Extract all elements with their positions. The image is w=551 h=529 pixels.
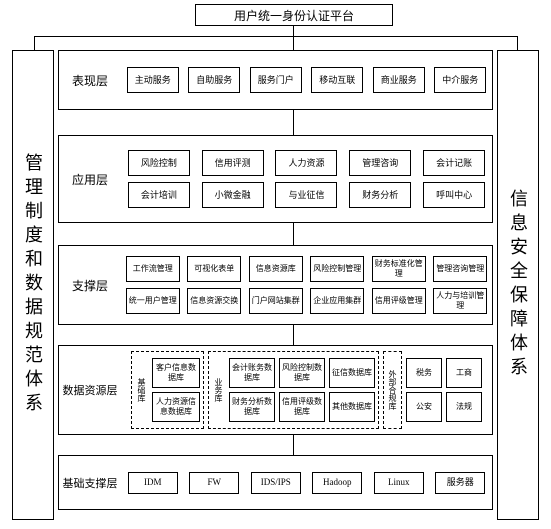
infra-row: IDM FW IDS/IPS Hadoop Linux 服务器 — [125, 472, 488, 494]
data-cell: 信用评级数据库 — [279, 392, 325, 422]
application-cell: 会计培训 — [128, 182, 190, 208]
data-cell: 会计账务数据库 — [229, 358, 275, 388]
layer-application-label: 应用层 — [59, 136, 121, 222]
data-cell: 其他数据库 — [329, 392, 375, 422]
conn-l4-l5 — [293, 435, 294, 455]
support-cell: 工作流管理 — [126, 256, 180, 282]
support-cell: 统一用户管理 — [126, 288, 180, 314]
application-row2: 会计培训 小微金融 与业征信 财务分析 呼叫中心 — [125, 182, 488, 208]
top-title: 用户统一身份认证平台 — [195, 4, 393, 26]
presentation-cell: 自助服务 — [188, 67, 240, 93]
presentation-cell: 商业服务 — [373, 67, 425, 93]
top-title-text: 用户统一身份认证平台 — [234, 7, 354, 24]
application-row1: 风险控制 信用评测 人力资源 管理咨询 会计记账 — [125, 150, 488, 176]
support-cell: 门户网站集群 — [249, 288, 303, 314]
left-pillar: 管理制度和数据规范体系 — [12, 50, 54, 520]
application-cell: 与业征信 — [275, 182, 337, 208]
layer-presentation-body: 主动服务 自助服务 服务门户 移动互联 商业服务 中介服务 — [121, 51, 492, 109]
layer-presentation: 表现层 主动服务 自助服务 服务门户 移动互联 商业服务 中介服务 — [58, 50, 493, 110]
right-pillar-text: 信息安全保障体系 — [505, 189, 531, 381]
support-cell: 信用评级管理 — [372, 288, 426, 314]
left-pillar-text: 管理制度和数据规范体系 — [20, 153, 46, 417]
layer-data-body: 基础库 客户信息数据库 人力资源信息数据库 业务库 会计账务数据库 财务分析数据… — [121, 346, 492, 434]
data-group-biz-label: 业务库 — [212, 355, 225, 425]
support-cell: 人力与培训管理 — [433, 288, 487, 314]
conn-top-v — [293, 26, 294, 36]
data-cell: 公安 — [406, 392, 442, 422]
data-cell: 工商 — [446, 358, 482, 388]
data-cell: 征信数据库 — [329, 358, 375, 388]
support-cell: 可视化表单 — [187, 256, 241, 282]
presentation-cell: 主动服务 — [127, 67, 179, 93]
data-cell: 客户信息数据库 — [152, 358, 200, 388]
layer-support-body: 工作流管理 可视化表单 信息资源库 风险控制管理 财务标准化管理 管理咨询管理 … — [121, 246, 492, 324]
presentation-cell: 服务门户 — [250, 67, 302, 93]
infra-cell: 服务器 — [435, 472, 485, 494]
data-group-biz: 业务库 会计账务数据库 财务分析数据库 风险控制数据库 信用评级数据库 征信数据… — [208, 351, 379, 429]
data-cell: 法规 — [446, 392, 482, 422]
support-row2: 统一用户管理 信息资源交换 门户网站集群 企业应用集群 信用评级管理 人力与培训… — [125, 288, 488, 314]
conn-top-left — [34, 36, 35, 50]
infra-cell: IDM — [128, 472, 178, 494]
data-group-base-col: 客户信息数据库 人力资源信息数据库 — [152, 355, 200, 425]
data-group-ext: 外部合规库 — [383, 351, 402, 429]
layer-infra-label: 基础支撑层 — [59, 456, 121, 509]
layer-data-label: 数据资源层 — [59, 346, 121, 434]
layer-data: 数据资源层 基础库 客户信息数据库 人力资源信息数据库 业务库 会计账务数据库 … — [58, 345, 493, 435]
layer-support: 支撑层 工作流管理 可视化表单 信息资源库 风险控制管理 财务标准化管理 管理咨… — [58, 245, 493, 325]
layer-presentation-label: 表现层 — [59, 51, 121, 109]
data-ext-col1: 税务 公安 — [406, 351, 442, 429]
application-cell: 信用评测 — [202, 150, 264, 176]
data-cell: 风险控制数据库 — [279, 358, 325, 388]
layer-application: 应用层 风险控制 信用评测 人力资源 管理咨询 会计记账 会计培训 小微金融 与… — [58, 135, 493, 223]
data-group-biz-col2: 风险控制数据库 信用评级数据库 — [279, 355, 325, 425]
data-cell: 财务分析数据库 — [229, 392, 275, 422]
application-cell: 会计记账 — [423, 150, 485, 176]
data-group-base-label: 基础库 — [135, 355, 148, 425]
data-group-base: 基础库 客户信息数据库 人力资源信息数据库 — [131, 351, 204, 429]
support-cell: 企业应用集群 — [310, 288, 364, 314]
support-cell: 信息资源交换 — [187, 288, 241, 314]
conn-top-h — [34, 36, 518, 37]
infra-cell: IDS/IPS — [251, 472, 301, 494]
layer-application-body: 风险控制 信用评测 人力资源 管理咨询 会计记账 会计培训 小微金融 与业征信 … — [121, 136, 492, 222]
infra-cell: FW — [189, 472, 239, 494]
center-stack: 表现层 主动服务 自助服务 服务门户 移动互联 商业服务 中介服务 应用层 风险… — [58, 40, 493, 520]
conn-l3-l4 — [293, 325, 294, 345]
layer-infra: 基础支撑层 IDM FW IDS/IPS Hadoop Linux 服务器 — [58, 455, 493, 510]
support-cell: 财务标准化管理 — [372, 256, 426, 282]
data-group-biz-col1: 会计账务数据库 财务分析数据库 — [229, 355, 275, 425]
support-cell: 管理咨询管理 — [433, 256, 487, 282]
application-cell: 小微金融 — [202, 182, 264, 208]
support-row1: 工作流管理 可视化表单 信息资源库 风险控制管理 财务标准化管理 管理咨询管理 — [125, 256, 488, 282]
application-cell: 管理咨询 — [349, 150, 411, 176]
presentation-row: 主动服务 自助服务 服务门户 移动互联 商业服务 中介服务 — [125, 67, 488, 93]
data-cell: 人力资源信息数据库 — [152, 392, 200, 422]
data-group-biz-col3: 征信数据库 其他数据库 — [329, 355, 375, 425]
data-group-ext-label: 外部合规库 — [386, 355, 399, 425]
data-cell: 税务 — [406, 358, 442, 388]
right-pillar: 信息安全保障体系 — [497, 50, 539, 520]
application-cell: 风险控制 — [128, 150, 190, 176]
conn-l1-l2 — [293, 110, 294, 135]
conn-top-right — [517, 36, 518, 50]
conn-l2-l3 — [293, 223, 294, 245]
support-cell: 信息资源库 — [249, 256, 303, 282]
infra-cell: Hadoop — [312, 472, 362, 494]
application-cell: 呼叫中心 — [423, 182, 485, 208]
layer-support-label: 支撑层 — [59, 246, 121, 324]
presentation-cell: 移动互联 — [311, 67, 363, 93]
application-cell: 人力资源 — [275, 150, 337, 176]
support-cell: 风险控制管理 — [310, 256, 364, 282]
data-ext-col2: 工商 法规 — [446, 351, 482, 429]
presentation-cell: 中介服务 — [434, 67, 486, 93]
infra-cell: Linux — [374, 472, 424, 494]
application-cell: 财务分析 — [349, 182, 411, 208]
layer-infra-body: IDM FW IDS/IPS Hadoop Linux 服务器 — [121, 456, 492, 509]
